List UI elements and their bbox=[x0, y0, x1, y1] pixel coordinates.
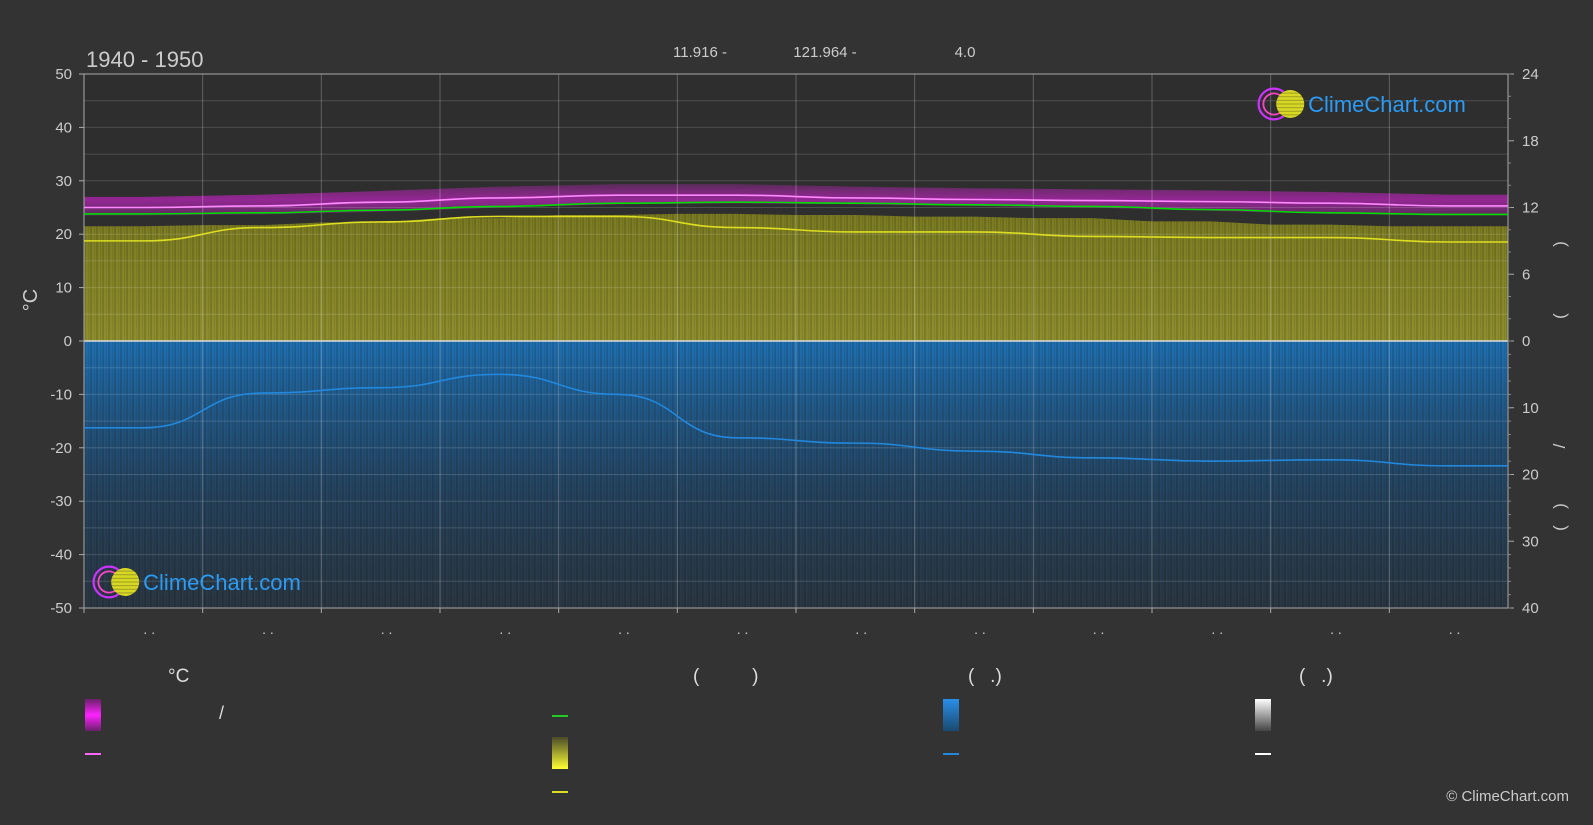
left-axis-tick-label: -40 bbox=[50, 547, 72, 564]
right-axis-title-char: ) bbox=[1550, 241, 1569, 247]
series-line-precip_line bbox=[83, 373, 1508, 467]
right-axis-tick-label: 30 bbox=[1522, 533, 1539, 550]
right-axis-title-char: ( bbox=[1550, 313, 1569, 319]
longitude-label: 121.964 - bbox=[793, 44, 856, 61]
left-axis-tick-label: 50 bbox=[55, 66, 72, 83]
right-axis-tick-label: 24 bbox=[1522, 66, 1539, 83]
period-title: 1940 - 1950 bbox=[86, 47, 203, 72]
left-axis-tick-label: 20 bbox=[55, 226, 72, 243]
plot-area: 50 40 30 20 10 0 -10 -20 -30 -40 -50 24 18 12 6 0 10 20 30… bbox=[50, 66, 1569, 637]
logo-sun-icon bbox=[111, 568, 140, 596]
legend-line-sunshine bbox=[552, 791, 568, 793]
left-axis-tick-label: 40 bbox=[55, 119, 72, 136]
x-axis-tick-label: . . bbox=[499, 621, 511, 637]
right-axis-tick-label: 0 bbox=[1522, 333, 1530, 350]
logo-sun-icon bbox=[1276, 90, 1305, 118]
logo-top: ClimeChart.com bbox=[1257, 87, 1466, 121]
legend-line-temp-mean bbox=[552, 715, 568, 717]
legend-swatch-snow bbox=[1255, 699, 1271, 731]
series-line-temp_mean_line bbox=[84, 201, 1508, 216]
copyright: © ClimeChart.com bbox=[1446, 788, 1569, 805]
right-axis-tick-label: 12 bbox=[1522, 200, 1539, 217]
left-axis-tick-label: 10 bbox=[55, 280, 72, 297]
legend-head-snow: ( .) bbox=[1299, 666, 1333, 687]
legend-line-precipitation bbox=[943, 753, 959, 755]
legend-temp-separator: / bbox=[219, 703, 225, 723]
x-axis-tick-label: . . bbox=[974, 621, 986, 637]
logo-text: ClimeChart.com bbox=[143, 570, 301, 595]
legend-head-precipitation: ( .) bbox=[968, 666, 1002, 687]
left-axis-tick-label: -20 bbox=[50, 440, 72, 457]
x-axis-tick-label: . . bbox=[1449, 621, 1461, 637]
legend-swatch-temp-range bbox=[85, 699, 101, 731]
right-axis-tick-label: 10 bbox=[1522, 400, 1539, 417]
right-axis-tick-label: 20 bbox=[1522, 467, 1539, 484]
precipitation-texture bbox=[84, 341, 1508, 608]
x-axis-tick-label: . . bbox=[1093, 621, 1105, 637]
right-axis-title-char: ) bbox=[1550, 503, 1569, 509]
x-axis-tick-label: . . bbox=[143, 621, 155, 637]
right-axis-title-char: / bbox=[1550, 443, 1569, 448]
latitude-label: 11.916 - bbox=[673, 44, 727, 61]
x-axis-tick-label: . . bbox=[262, 621, 274, 637]
x-axis-tick-label: . . bbox=[381, 621, 393, 637]
left-axis-tick-label: -50 bbox=[50, 600, 72, 617]
legend-line-temp-max bbox=[85, 753, 101, 755]
right-axis-tick-label: 18 bbox=[1522, 133, 1539, 150]
right-axis-tick-label: 40 bbox=[1522, 600, 1539, 617]
left-axis-title: °C bbox=[20, 289, 42, 311]
logo-text: ClimeChart.com bbox=[1308, 92, 1466, 117]
sunshine-texture bbox=[84, 213, 1508, 341]
logo-bottom: ClimeChart.com bbox=[92, 565, 301, 599]
left-axis-tick-label: -10 bbox=[50, 386, 72, 403]
left-axis-tick-label: -30 bbox=[50, 493, 72, 510]
elevation-label: 4.0 bbox=[955, 44, 976, 61]
x-axis-tick-label: . . bbox=[618, 621, 630, 637]
legend-head-temperature: °C bbox=[168, 666, 190, 687]
series-line-temp_max_line bbox=[84, 194, 1508, 209]
x-axis-tick-label: . . bbox=[1330, 621, 1342, 637]
legend-line-snow bbox=[1255, 753, 1271, 755]
right-axis-tick-label: 6 bbox=[1522, 266, 1530, 283]
climate-chart: 1940 - 1950 11.916 - 121.964 - 4.0 °C 50… bbox=[20, 44, 1569, 637]
series-line-sunshine_line bbox=[83, 215, 1508, 243]
legend-swatch-precipitation bbox=[943, 699, 959, 731]
left-axis-tick-label: 0 bbox=[64, 333, 72, 350]
x-axis-tick-label: . . bbox=[737, 621, 749, 637]
right-axis-title-char: ( bbox=[1550, 525, 1569, 531]
left-axis-tick-label: 30 bbox=[55, 173, 72, 190]
legend-head-sunshine: ( ) bbox=[693, 666, 759, 687]
x-axis-tick-label: . . bbox=[1211, 621, 1223, 637]
legend-swatch-sunshine bbox=[552, 737, 568, 769]
x-axis-tick-label: . . bbox=[855, 621, 867, 637]
